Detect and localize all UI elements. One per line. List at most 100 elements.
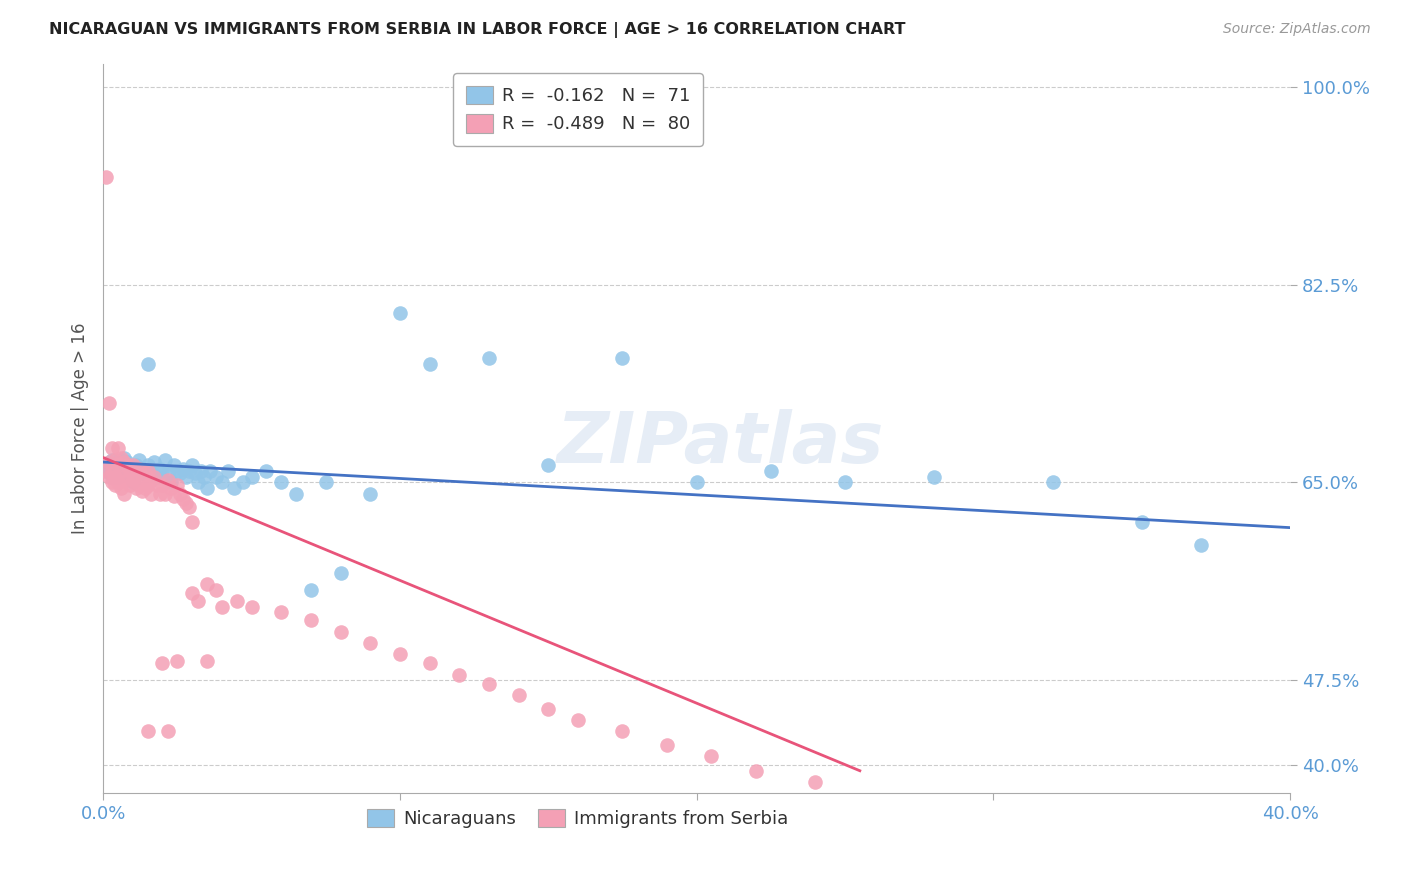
- Point: [152, 477, 174, 491]
- Point: [172, 462, 194, 476]
- Point: [112, 455, 135, 469]
- Point: [139, 486, 162, 500]
- Point: [118, 464, 141, 478]
- Point: [107, 442, 129, 456]
- Point: [110, 481, 132, 495]
- Point: [107, 475, 129, 490]
- Point: [104, 469, 127, 483]
- Point: [136, 458, 159, 473]
- Legend: Nicaraguans, Immigrants from Serbia: Nicaraguans, Immigrants from Serbia: [360, 802, 796, 836]
- Point: [139, 473, 162, 487]
- Point: [134, 464, 156, 478]
- Point: [174, 469, 197, 483]
- Point: [115, 458, 138, 473]
- Point: [118, 477, 141, 491]
- Point: [98, 396, 121, 410]
- Point: [187, 475, 209, 490]
- Point: [115, 473, 138, 487]
- Point: [142, 455, 165, 469]
- Point: [359, 636, 381, 650]
- Point: [181, 458, 204, 473]
- Text: Source: ZipAtlas.com: Source: ZipAtlas.com: [1223, 22, 1371, 37]
- Point: [193, 469, 215, 483]
- Point: [145, 469, 167, 483]
- Point: [112, 486, 135, 500]
- Point: [567, 713, 589, 727]
- Point: [179, 464, 201, 478]
- Point: [134, 481, 156, 495]
- Point: [136, 464, 159, 478]
- Point: [136, 477, 159, 491]
- Point: [612, 724, 634, 739]
- Point: [155, 486, 177, 500]
- Point: [174, 496, 197, 510]
- Point: [299, 613, 322, 627]
- Point: [157, 473, 180, 487]
- Point: [419, 657, 441, 671]
- Point: [163, 458, 186, 473]
- Point: [478, 676, 501, 690]
- Point: [118, 469, 141, 483]
- Point: [195, 654, 218, 668]
- Point: [115, 464, 138, 478]
- Point: [700, 749, 723, 764]
- Point: [270, 606, 292, 620]
- Point: [222, 481, 245, 495]
- Point: [148, 486, 170, 500]
- Point: [834, 475, 856, 490]
- Point: [388, 306, 411, 320]
- Point: [804, 775, 827, 789]
- Point: [101, 469, 124, 483]
- Point: [145, 477, 167, 491]
- Point: [1189, 538, 1212, 552]
- Point: [181, 515, 204, 529]
- Point: [110, 452, 132, 467]
- Point: [134, 467, 156, 481]
- Point: [211, 475, 233, 490]
- Point: [195, 577, 218, 591]
- Point: [166, 477, 188, 491]
- Point: [128, 452, 150, 467]
- Text: ZIPatlas: ZIPatlas: [557, 409, 884, 478]
- Point: [104, 464, 127, 478]
- Point: [121, 464, 143, 478]
- Text: NICARAGUAN VS IMMIGRANTS FROM SERBIA IN LABOR FORCE | AGE > 16 CORRELATION CHART: NICARAGUAN VS IMMIGRANTS FROM SERBIA IN …: [49, 22, 905, 38]
- Point: [104, 452, 127, 467]
- Point: [125, 458, 148, 473]
- Point: [190, 464, 212, 478]
- Point: [152, 657, 174, 671]
- Point: [195, 481, 218, 495]
- Point: [157, 467, 180, 481]
- Point: [163, 489, 186, 503]
- Point: [125, 467, 148, 481]
- Point: [107, 458, 129, 473]
- Point: [131, 469, 153, 483]
- Point: [136, 357, 159, 371]
- Point: [922, 469, 945, 483]
- Point: [184, 467, 207, 481]
- Point: [205, 469, 228, 483]
- Point: [128, 462, 150, 476]
- Y-axis label: In Labor Force | Age > 16: In Labor Force | Age > 16: [72, 323, 89, 534]
- Point: [315, 475, 337, 490]
- Point: [101, 475, 124, 490]
- Point: [254, 464, 277, 478]
- Point: [537, 701, 560, 715]
- Point: [94, 170, 117, 185]
- Point: [94, 464, 117, 478]
- Point: [166, 654, 188, 668]
- Point: [187, 594, 209, 608]
- Point: [115, 455, 138, 469]
- Point: [136, 724, 159, 739]
- Point: [139, 464, 162, 478]
- Point: [240, 469, 263, 483]
- Point: [160, 481, 183, 495]
- Point: [101, 452, 124, 467]
- Point: [157, 724, 180, 739]
- Point: [101, 464, 124, 478]
- Point: [121, 475, 143, 490]
- Point: [1042, 475, 1064, 490]
- Point: [181, 586, 204, 600]
- Point: [179, 500, 201, 515]
- Point: [759, 464, 782, 478]
